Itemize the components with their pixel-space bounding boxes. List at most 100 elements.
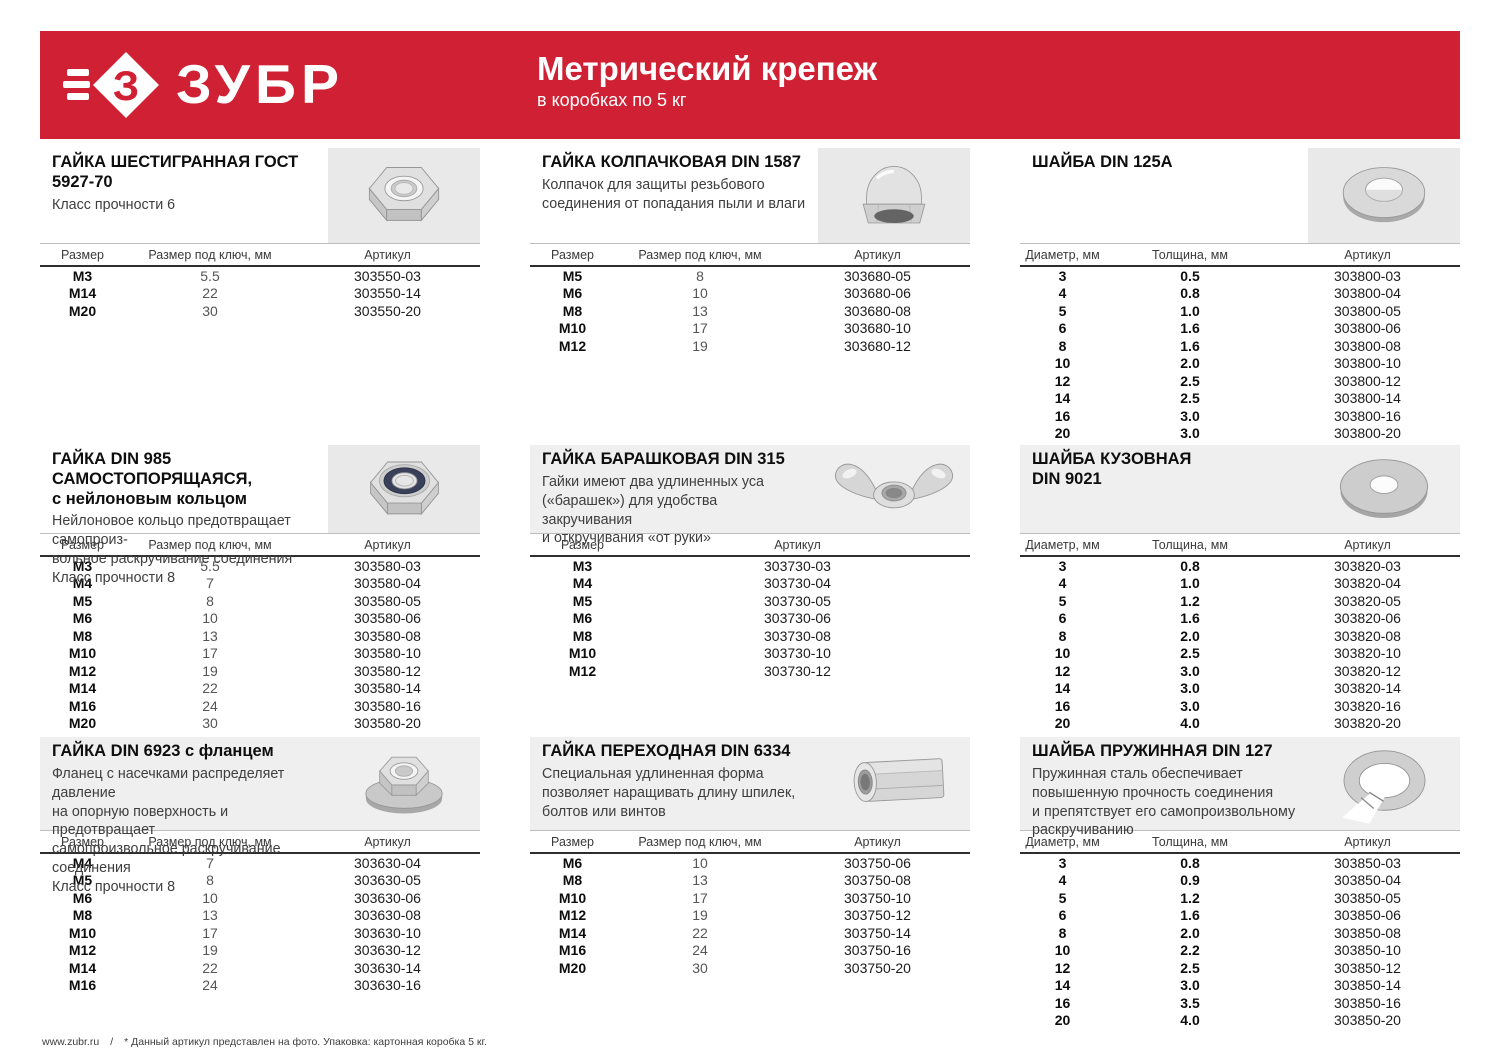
value-cell: 10 [202, 610, 218, 627]
value-cell: 13 [202, 907, 218, 924]
product-description: Нейлоновое кольцо предотвращает самопрои… [52, 512, 320, 587]
product-header: ГАЙКА DIN 6923 с фланцем Фланец с насечка… [40, 737, 480, 895]
table-row: 10 2.0 303800-10 [1020, 355, 1460, 373]
size-table: Размер Артикул М3 303730-03 М4 303730-04 М5 303… [530, 533, 970, 680]
column-header: Артикул [854, 834, 901, 849]
column-header: Диаметр, мм [1025, 247, 1100, 262]
value-cell: М5 [572, 592, 593, 609]
article-cell: 303680-05 [844, 267, 911, 284]
column-header: Размер [61, 537, 104, 552]
product-title-line: ШАЙБА ПРУЖИННАЯ DIN 127 [1032, 742, 1273, 760]
product-description-line: на опорную поверхность и предотвращает [52, 803, 229, 839]
value-cell: 6 [1058, 907, 1067, 924]
value-cell: 3 [1058, 557, 1067, 574]
value-cell: 13 [692, 872, 708, 889]
article-cell: 303800-12 [1334, 372, 1401, 389]
value-cell: М12 [558, 907, 587, 924]
article-cell: 303750-06 [844, 854, 911, 871]
size-table: Размер Размер под ключ, мм Артикул М5 8 30368… [530, 243, 970, 355]
product-photo-panel [818, 737, 970, 830]
zubr-diamond-icon: З [62, 51, 162, 119]
product-photo-panel [818, 445, 970, 533]
article-cell: 303730-05 [764, 592, 831, 609]
value-cell: 20 [1054, 425, 1071, 442]
article-cell: 303800-05 [1334, 302, 1401, 319]
article-cell: 303580-03 [354, 557, 421, 574]
article-cell: 303550-03 [354, 267, 421, 284]
table-row: 6 1.6 303850-06 [1020, 907, 1460, 925]
product-title-line: ШАЙБА DIN 125A [1032, 153, 1173, 171]
value-cell: 17 [692, 889, 708, 906]
table-row: М12 19 303750-12 [530, 907, 970, 925]
value-cell: 4 [1058, 285, 1067, 302]
column-header: Размер под ключ, мм [148, 537, 272, 552]
table-header-row: Размер Размер под ключ, мм Артикул [40, 243, 480, 267]
column-header: Толщина, мм [1152, 537, 1228, 552]
value-cell: 3.0 [1180, 425, 1200, 442]
value-cell: 16 [1054, 407, 1071, 424]
article-cell: 303820-14 [1334, 680, 1401, 697]
article-cell: 303730-12 [764, 662, 831, 679]
value-cell: 12 [1054, 372, 1071, 389]
product-description: Колпачок для защиты резьбового соединения… [542, 176, 810, 214]
table-row: М8 13 303630-08 [40, 907, 480, 925]
table-row: 14 3.0 303850-14 [1020, 977, 1460, 995]
table-row: М3 303730-03 [530, 557, 970, 575]
article-cell: 303820-04 [1334, 575, 1401, 592]
value-cell: 16 [1054, 697, 1071, 714]
article-cell: 303680-06 [844, 285, 911, 302]
value-cell: М20 [558, 959, 587, 976]
column-header: Артикул [364, 247, 411, 262]
value-cell: 13 [692, 302, 708, 319]
product-photo-panel [1308, 148, 1460, 243]
fender-washer-icon [1314, 443, 1454, 536]
value-cell: 2.5 [1180, 959, 1200, 976]
value-cell: 1.6 [1180, 610, 1200, 627]
product-title-line: ШАЙБА КУЗОВНАЯ [1032, 450, 1192, 468]
page-title: Метрический крепеж [537, 50, 877, 87]
product-title: ГАЙКА КОЛПАЧКОВАЯ DIN 1587 [542, 153, 810, 173]
product-description-line: Нейлоновое кольцо предотвращает самопрои… [52, 513, 291, 549]
value-cell: 0.8 [1180, 285, 1200, 302]
table-row: М5 8 303630-05 [40, 872, 480, 890]
article-cell: 303730-10 [764, 645, 831, 662]
product-description-line: самопроизвольное раскручивание соединени… [52, 841, 281, 877]
size-table: Диаметр, мм Толщина, мм Артикул 3 0.8 303850-… [1020, 830, 1460, 1029]
article-cell: 303850-10 [1334, 942, 1401, 959]
article-cell: 303630-12 [354, 942, 421, 959]
value-cell: М12 [568, 662, 597, 679]
section-spring-washer-din-127: ШАЙБА ПРУЖИННАЯ DIN 127 Пружинная сталь о… [1020, 737, 1460, 1029]
table-row: М4 7 303580-04 [40, 575, 480, 593]
table-row: М14 22 303750-14 [530, 924, 970, 942]
article-cell: 303580-05 [354, 592, 421, 609]
article-cell: 303730-06 [764, 610, 831, 627]
value-cell: М4 [572, 575, 593, 592]
page-footer: www.zubr.ru / * Данный артикул представл… [42, 1036, 487, 1048]
value-cell: 3.0 [1180, 662, 1200, 679]
value-cell: 19 [692, 907, 708, 924]
website-link[interactable]: www.zubr.ru [42, 1036, 100, 1048]
value-cell: 1.6 [1180, 907, 1200, 924]
cap-nut-icon [834, 153, 954, 238]
value-cell: 14 [1054, 390, 1071, 407]
column-header: Диаметр, мм [1025, 537, 1100, 552]
size-table: Размер Размер под ключ, мм Артикул М3 5.5 303… [40, 533, 480, 732]
lock-nut-icon [342, 446, 467, 533]
value-cell: 10 [1054, 355, 1071, 372]
value-cell: 10 [202, 889, 218, 906]
table-row: М5 8 303680-05 [530, 267, 970, 285]
value-cell: 0.9 [1180, 872, 1200, 889]
table-header-row: Размер Размер под ключ, мм Артикул [530, 243, 970, 267]
article-cell: 303750-08 [844, 872, 911, 889]
product-header: ГАЙКА ПЕРЕХОДНАЯ DIN 6334 Специальная удл… [530, 737, 970, 830]
product-header: ГАЙКА КОЛПАЧКОВАЯ DIN 1587 Колпачок для з… [530, 148, 970, 243]
article-cell: 303850-06 [1334, 907, 1401, 924]
section-cap-nut-din-1587: ГАЙКА КОЛПАЧКОВАЯ DIN 1587 Колпачок для з… [530, 148, 970, 355]
value-cell: 30 [692, 959, 708, 976]
table-row: М4 303730-04 [530, 575, 970, 593]
product-title-line: ГАЙКА БАРАШКОВАЯ DIN 315 [542, 450, 785, 468]
table-row: М12 19 303630-12 [40, 942, 480, 960]
value-cell: М8 [72, 627, 93, 644]
table-row: М20 30 303750-20 [530, 959, 970, 977]
table-row: М3 5.5 303550-03 [40, 267, 480, 285]
